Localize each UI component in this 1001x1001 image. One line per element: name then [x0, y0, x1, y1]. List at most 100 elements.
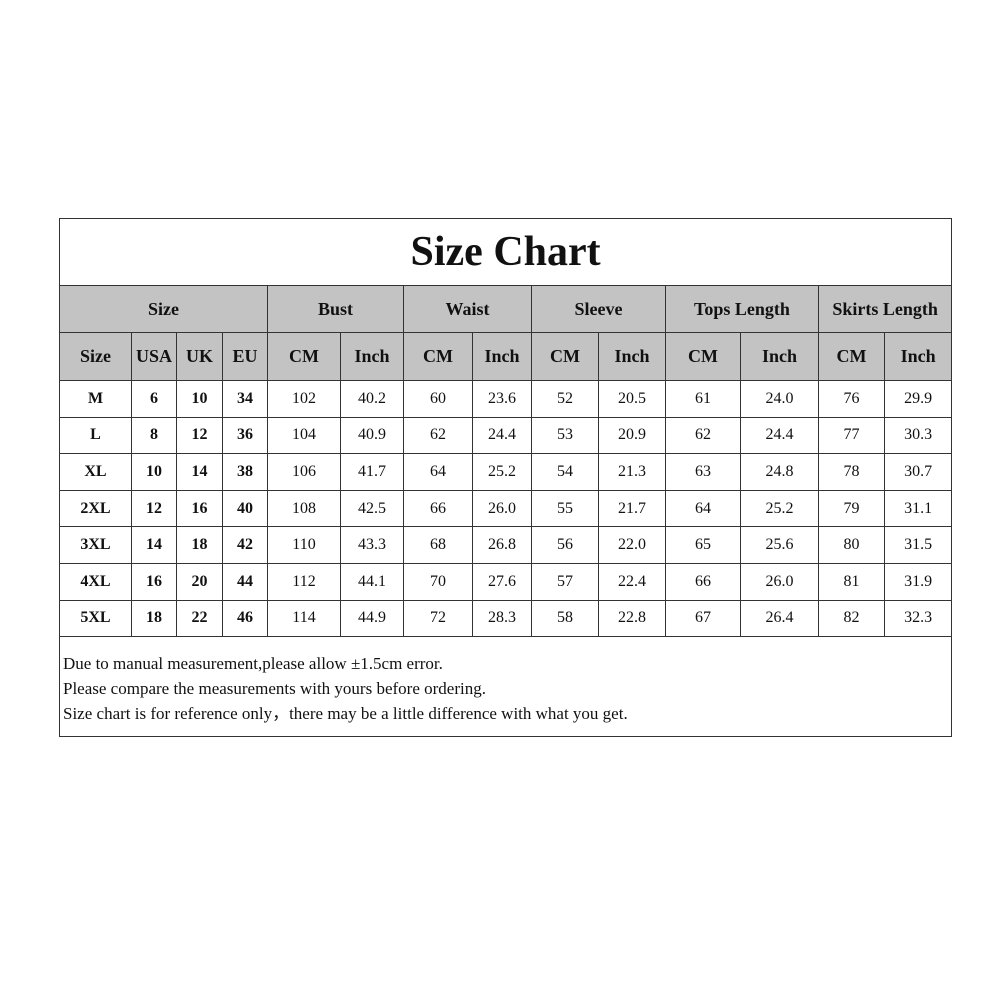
table-cell: 36 [222, 416, 268, 455]
table-cell: 25.2 [472, 453, 532, 491]
table-cell: 29.9 [883, 380, 953, 418]
table-cell: 10 [176, 380, 223, 418]
table-cell: 104 [267, 416, 341, 455]
table-cell: 54 [531, 453, 599, 491]
table-cell: 30.3 [883, 416, 953, 455]
table-cell: 27.6 [472, 562, 532, 601]
table-cell: 64 [665, 489, 741, 528]
table-cell: 67 [665, 599, 741, 638]
table-cell: 52 [531, 380, 599, 418]
table-cell: 26.8 [472, 526, 532, 564]
table-cell: 40 [222, 489, 268, 528]
chart-title: Size Chart [58, 218, 953, 286]
table-cell: 3XL [59, 526, 132, 564]
sub-header-cell: CM [665, 332, 741, 381]
table-cell: 112 [267, 562, 341, 601]
table-cell: 42.5 [340, 489, 404, 528]
table-cell: 30.7 [883, 453, 953, 491]
table-cell: 42 [222, 526, 268, 564]
table-cell: 14 [131, 526, 177, 564]
table-cell: 53 [531, 416, 599, 455]
sub-header-cell: CM [818, 332, 885, 381]
table-cell: 108 [267, 489, 341, 528]
table-cell: 38 [222, 453, 268, 491]
note-line: Size chart is for reference only，there m… [63, 704, 628, 724]
group-header-skirts-length: Skirts Length [817, 285, 953, 333]
table-cell: 21.7 [598, 489, 666, 528]
table-cell: 114 [267, 599, 341, 638]
table-cell: 62 [665, 416, 741, 455]
table-cell: 44.9 [340, 599, 404, 638]
table-cell: XL [59, 453, 132, 491]
table-cell: 24.0 [740, 380, 819, 418]
sub-header-cell: EU [222, 332, 268, 381]
table-cell: 79 [818, 489, 885, 528]
table-cell: 43.3 [340, 526, 404, 564]
table-cell: 20.9 [598, 416, 666, 455]
table-cell: 77 [818, 416, 885, 455]
table-cell: 25.2 [740, 489, 819, 528]
table-cell: 6 [131, 380, 177, 418]
table-cell: L [59, 416, 132, 455]
sub-header-cell: Inch [740, 332, 819, 381]
table-cell: 22.4 [598, 562, 666, 601]
table-cell: 10 [131, 453, 177, 491]
table-cell: 82 [818, 599, 885, 638]
table-cell: 32.3 [883, 599, 953, 638]
table-cell: 24.8 [740, 453, 819, 491]
table-cell: 41.7 [340, 453, 404, 491]
sub-header-cell: CM [267, 332, 341, 381]
table-cell: 8 [131, 416, 177, 455]
table-cell: 61 [665, 380, 741, 418]
group-header-size: Size [59, 285, 268, 333]
table-cell: 62 [403, 416, 473, 455]
table-cell: 25.6 [740, 526, 819, 564]
table-cell: 66 [403, 489, 473, 528]
group-header-bust: Bust [267, 285, 404, 333]
sub-header-cell: Inch [340, 332, 404, 381]
table-cell: 63 [665, 453, 741, 491]
table-cell: 76 [818, 380, 885, 418]
table-cell: 16 [131, 562, 177, 601]
table-cell: 66 [665, 562, 741, 601]
group-header-sleeve: Sleeve [531, 285, 666, 333]
table-cell: 31.1 [883, 489, 953, 528]
table-cell: 22.8 [598, 599, 666, 638]
table-cell: 110 [267, 526, 341, 564]
table-cell: 16 [176, 489, 223, 528]
table-cell: 26.4 [740, 599, 819, 638]
group-header-waist: Waist [403, 285, 532, 333]
table-row: 4XL 16 20 44 112 44.1 70 27.6 57 22.4 66 26.0 81 31.9 [59, 562, 953, 601]
table-cell: 12 [131, 489, 177, 528]
table-cell: 12 [176, 416, 223, 455]
table-cell: 78 [818, 453, 885, 491]
table-cell: 22 [176, 599, 223, 638]
table-cell: 20 [176, 562, 223, 601]
table-cell: 23.6 [472, 380, 532, 418]
table-row: 2XL 12 16 40 108 42.5 66 26.0 55 21.7 64 25.2 79 31.1 [59, 489, 953, 528]
table-cell: 20.5 [598, 380, 666, 418]
table-cell: M [59, 380, 132, 418]
note-line: Due to manual measurement,please allow ±… [63, 654, 443, 674]
sub-header-cell: Inch [883, 332, 953, 381]
table-cell: 46 [222, 599, 268, 638]
table-cell: 58 [531, 599, 599, 638]
table-cell: 4XL [59, 562, 132, 601]
table-cell: 24.4 [740, 416, 819, 455]
sub-header-row: Size USA UK EU CM Inch CM Inch CM Inch CM Inch CM Inc… [59, 332, 953, 381]
table-row: M 6 10 34 102 40.2 60 23.6 52 20.5 61 24.0 76 29.9 [59, 380, 953, 418]
table-cell: 28.3 [472, 599, 532, 638]
table-cell: 72 [403, 599, 473, 638]
group-header-row: Size Bust Waist Sleeve Tops Length Skirt… [59, 285, 953, 333]
group-header-tops-length: Tops Length [665, 285, 819, 333]
sub-header-cell: CM [531, 332, 599, 381]
table-cell: 68 [403, 526, 473, 564]
table-cell: 56 [531, 526, 599, 564]
sub-header-cell: Inch [472, 332, 532, 381]
note-line: Please compare the measurements with you… [63, 679, 486, 699]
sub-header-cell: Size [59, 332, 132, 381]
table-cell: 26.0 [472, 489, 532, 528]
table-cell: 65 [665, 526, 741, 564]
table-cell: 57 [531, 562, 599, 601]
sub-header-cell: Inch [598, 332, 666, 381]
